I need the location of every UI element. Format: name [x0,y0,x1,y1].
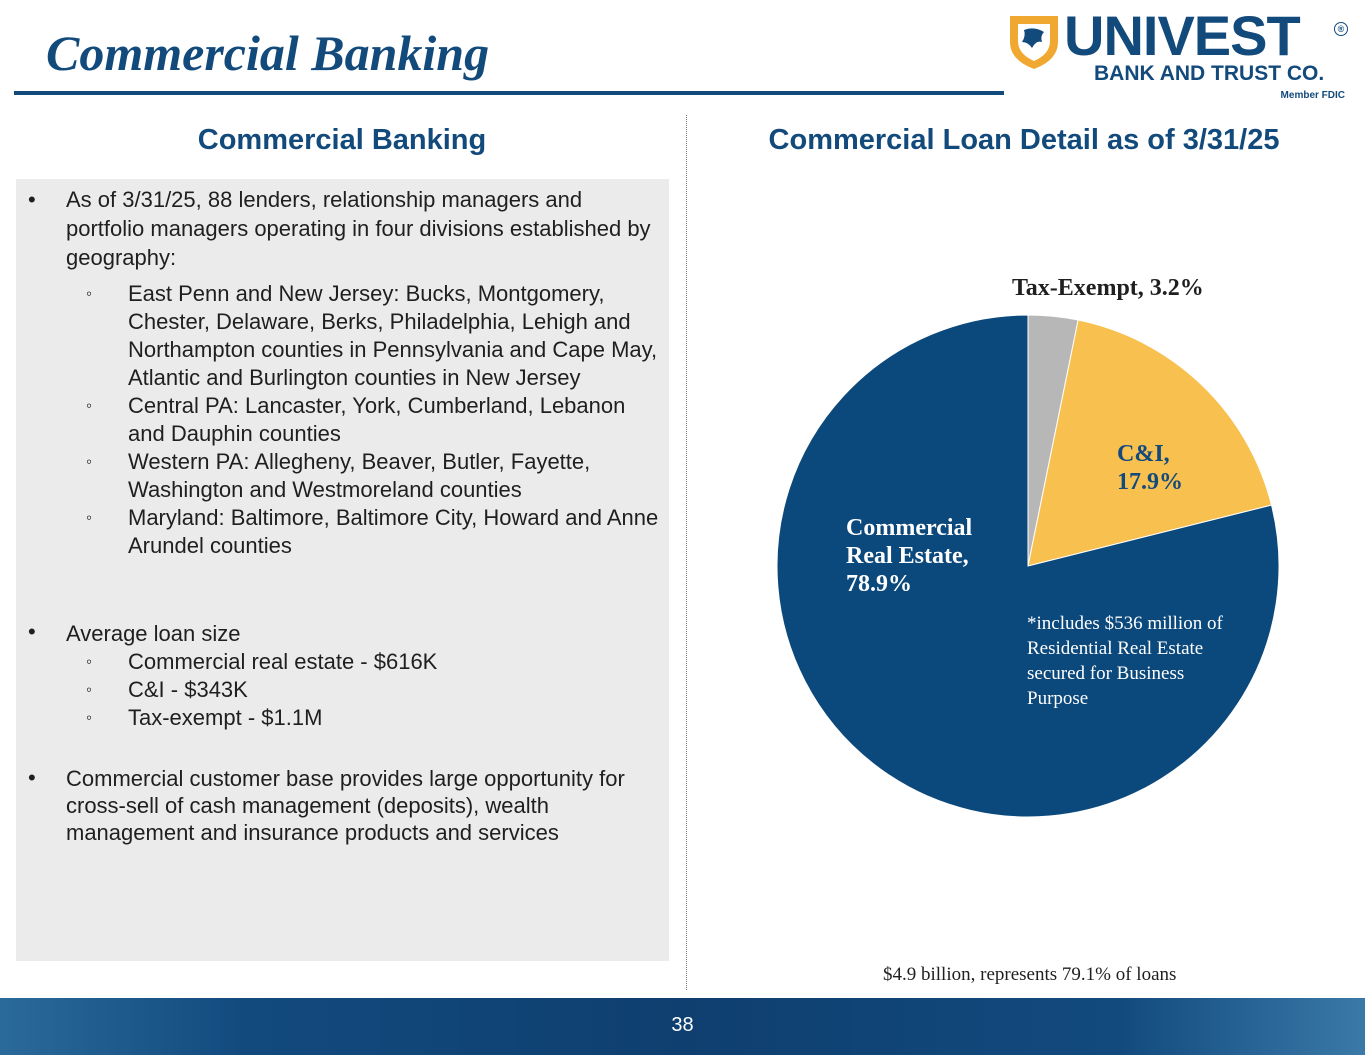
pie-label-commercial-real-estate: Commercial Real Estate, 78.9% [846,515,973,597]
sub-bullet: ◦ [86,396,93,415]
eagle-shield-icon [1010,16,1058,69]
title-underline [14,91,1004,95]
logo-wordmark: UNIVEST [1064,4,1301,67]
pie-slices [776,314,1280,818]
sub-bullet: ◦ [86,680,93,699]
bullet-dot: • [28,765,36,790]
sub-item: ◦ East Penn and New Jersey: Bucks, Montgo… [86,280,661,392]
sub-item-text: Tax-exempt - $1.1M [128,705,323,730]
sub-item-text: Western PA: Allegheny, Beaver, Butler, F… [128,449,591,502]
bullet-dot: • [28,619,36,644]
chart-footnote: $4.9 billion, represents 79.1% of loans [883,964,1177,985]
pie-label-ci: C&I, 17.9% [1117,441,1183,495]
bullet-text: As of 3/31/25, 88 lenders, relationship … [66,187,651,270]
pie-slice-commercial-real-estate [776,314,1280,818]
bullet-text: Average loan size [66,621,241,646]
pie-label-tax-exempt: Tax-Exempt, 3.2% [1012,275,1204,301]
sub-bullet: ◦ [86,508,93,527]
registered-mark: ® [1334,22,1348,36]
sub-item-text: East Penn and New Jersey: Bucks, Montgom… [128,281,658,390]
bullet-panel: • As of 3/31/25, 88 lenders, relationshi… [16,179,669,961]
sub-item: ◦ Commercial real estate - $616K [86,648,661,676]
pie-chart [776,314,1280,818]
logo-subtitle: BANK AND TRUST CO. [1094,62,1325,85]
sub-item-text: Central PA: Lancaster, York, Cumberland,… [128,393,626,446]
sub-item: ◦ C&I - $343K [86,676,661,704]
pie-slice-c-i [1027,319,1273,567]
sub-item-text: Maryland: Baltimore, Baltimore City, How… [128,505,659,558]
sub-bullet: ◦ [86,652,93,671]
sub-item-text: C&I - $343K [128,677,248,702]
page-number: 38 [671,1014,694,1036]
sub-bullet: ◦ [86,284,93,303]
sub-item: ◦ Western PA: Allegheny, Beaver, Butler, … [86,448,661,504]
sub-list: ◦ East Penn and New Jersey: Bucks, Montgo… [86,280,661,560]
univest-logo: UNIVEST ® BANK AND TRUST CO. Member FDIC [1006,8,1351,104]
bullet-dot: • [28,187,36,212]
sub-list: ◦ Commercial real estate - $616K ◦ C&I - $… [86,648,661,732]
sub-bullet: ◦ [86,708,93,727]
pie-annotation: *includes $536 million of Residential Re… [1027,613,1223,709]
left-section-heading: Commercial Banking [197,124,487,156]
page-title: Commercial Banking [46,25,490,81]
sub-item: ◦ Central PA: Lancaster, York, Cumberland… [86,392,661,448]
sub-item-text: Commercial real estate - $616K [128,649,438,674]
footer-band [0,998,1365,1055]
sub-item: ◦ Tax-exempt - $1.1M [86,704,661,732]
right-section-heading: Commercial Loan Detail as of 3/31/25 [768,124,1280,156]
bullet-text: Commercial customer base provides large … [66,766,625,845]
sub-bullet: ◦ [86,452,93,471]
column-divider [686,115,687,990]
member-fdic: Member FDIC [1280,90,1345,101]
sub-item: ◦ Maryland: Baltimore, Baltimore City, Ho… [86,504,661,560]
